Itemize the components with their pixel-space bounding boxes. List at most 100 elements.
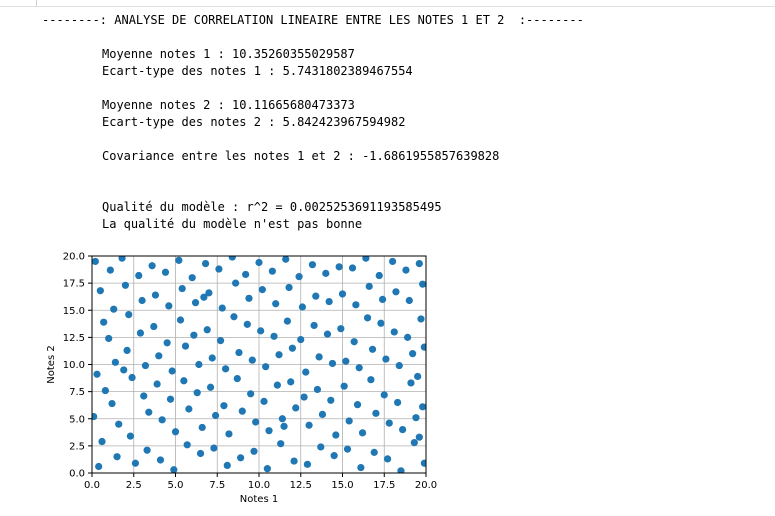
x-tick-label: 17.5	[373, 480, 395, 491]
data-point	[220, 402, 228, 410]
data-point	[295, 273, 303, 281]
data-point	[92, 257, 99, 266]
y-tick-label: 2.5	[69, 441, 85, 452]
data-point	[337, 325, 345, 333]
x-tick-label: 12.5	[290, 480, 312, 491]
data-point	[248, 356, 256, 364]
x-tick-label: 2.5	[126, 480, 142, 491]
data-point	[357, 463, 365, 472]
data-point	[233, 375, 241, 383]
data-point	[153, 380, 161, 388]
x-tick-label: 20.0	[415, 480, 437, 491]
data-point	[216, 337, 225, 345]
data-point	[200, 293, 208, 301]
data-point	[272, 300, 280, 308]
data-point	[300, 393, 308, 401]
data-point	[228, 256, 236, 261]
data-point	[161, 268, 170, 276]
data-point	[262, 363, 270, 371]
y-tick-label: 12.5	[63, 333, 85, 344]
data-point	[363, 314, 372, 322]
data-point	[238, 407, 246, 415]
data-point	[208, 354, 216, 362]
data-point	[402, 266, 410, 274]
data-point	[350, 338, 358, 346]
data-point	[370, 448, 378, 456]
data-point	[222, 365, 230, 373]
data-point	[273, 381, 281, 389]
data-point	[175, 256, 183, 264]
data-point	[372, 409, 380, 417]
data-point	[288, 344, 296, 352]
data-point	[302, 368, 310, 376]
data-point	[298, 303, 307, 311]
data-point	[358, 429, 367, 437]
data-point	[225, 430, 233, 438]
data-point	[297, 335, 305, 344]
data-point	[283, 317, 291, 325]
data-point	[181, 342, 190, 350]
data-point	[111, 358, 119, 366]
data-point	[198, 423, 206, 432]
data-point	[313, 385, 322, 394]
data-point	[417, 315, 425, 323]
data-point	[322, 269, 330, 277]
data-point	[193, 389, 201, 397]
data-point	[128, 373, 136, 382]
data-point	[395, 361, 403, 370]
data-point	[352, 301, 360, 309]
data-point	[210, 444, 218, 452]
data-point	[397, 467, 405, 473]
data-point	[342, 357, 350, 365]
data-point	[405, 296, 413, 305]
x-tick-label: 7.5	[209, 480, 225, 491]
data-point	[365, 282, 373, 290]
data-point	[100, 318, 108, 326]
cell-top-border	[0, 0, 775, 7]
data-point	[98, 437, 106, 446]
data-point	[420, 343, 426, 351]
data-point	[145, 408, 153, 416]
data-point	[203, 326, 211, 334]
data-point	[375, 271, 383, 280]
mean-notes-2: Moyenne notes 2 : 10.11665680473373	[102, 98, 355, 112]
data-point	[353, 401, 362, 409]
data-point	[191, 299, 200, 307]
verdict-line: La qualité du modèle n'est pas bonne	[102, 217, 363, 231]
data-point	[263, 465, 271, 473]
data-point	[163, 339, 171, 347]
data-point	[328, 359, 337, 368]
data-point	[292, 404, 300, 412]
data-point	[141, 361, 150, 370]
data-point	[335, 263, 343, 271]
data-point	[255, 258, 263, 267]
data-point	[303, 460, 312, 468]
data-point	[218, 304, 226, 312]
data-point	[113, 453, 121, 461]
data-point	[257, 327, 265, 335]
y-tick-label: 17.5	[63, 279, 85, 290]
data-point	[380, 391, 388, 399]
std-notes-1: Ecart-type des notes 1 : 5.7431802389467…	[102, 64, 413, 78]
data-point	[106, 266, 114, 274]
std-notes-2: Ecart-type des notes 2 : 5.8424239675949…	[102, 115, 406, 129]
data-point	[108, 399, 116, 408]
data-point	[277, 440, 285, 448]
data-point	[205, 289, 213, 297]
data-point	[148, 262, 156, 270]
output-header: --------: ANALYSE DE CORRELATION LINEAIR…	[42, 13, 584, 27]
data-point	[211, 411, 220, 420]
y-tick-label: 5.0	[69, 414, 85, 425]
data-point	[265, 427, 273, 435]
data-point	[143, 446, 151, 454]
data-point	[325, 297, 333, 306]
data-point	[223, 461, 231, 470]
data-point	[383, 455, 392, 463]
data-point	[315, 353, 323, 361]
data-point	[382, 355, 390, 363]
data-point	[115, 420, 123, 428]
y-tick-label: 20.0	[63, 252, 85, 263]
data-point	[258, 286, 266, 294]
data-point	[318, 410, 327, 419]
y-tick-label: 15.0	[63, 306, 85, 317]
